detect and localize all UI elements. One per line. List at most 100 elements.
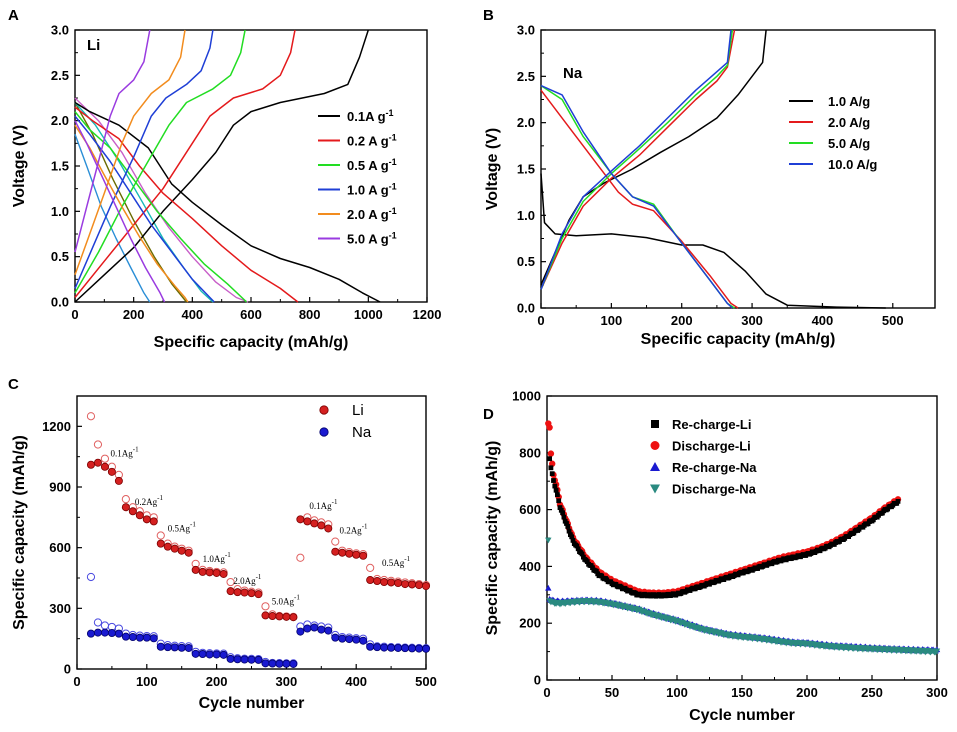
panel-D-points [545, 420, 941, 656]
li-charge-point [233, 588, 242, 597]
legend-marker [319, 427, 329, 437]
li-recharge-point [564, 521, 569, 526]
charge-curve-2 [74, 29, 246, 294]
li-charge-point [247, 589, 256, 598]
legend-marker [651, 420, 659, 428]
li-discharge-point [549, 460, 556, 467]
li-charge-point [184, 548, 193, 557]
li-charge-point [268, 612, 277, 621]
li-charge-point [212, 568, 221, 577]
y-axis-title: Specific capacity (mAh/g) [484, 441, 501, 636]
li-charge-point [366, 576, 375, 585]
na-charge-point [408, 644, 417, 653]
discharge-curve-5 [74, 120, 166, 303]
panel-B-title: Na [563, 65, 583, 82]
li-discharge-point [86, 412, 96, 421]
y-tick-label: 0.5 [517, 254, 535, 269]
li-recharge-point [556, 498, 562, 504]
legend-label: Na [352, 424, 372, 441]
na-charge-point [310, 623, 319, 632]
panel-A-legend: 0.1A g-10.2 A g-10.5 A g-11.0 A g-12.0 A… [318, 108, 397, 247]
na-charge-point [394, 643, 403, 652]
legend-label: 2.0 A g-1 [347, 206, 397, 222]
x-tick-label: 1000 [354, 307, 383, 322]
legend-label: 10.0 A/g [828, 157, 877, 172]
y-tick-label: 800 [519, 445, 541, 460]
na-charge-point [421, 644, 430, 653]
na-charge-point [170, 643, 179, 652]
li-charge-point [387, 578, 396, 587]
na-charge-point [219, 650, 228, 659]
li-charge-point [331, 547, 340, 556]
na-charge-point [149, 634, 158, 643]
legend-label-main: 1.0 A g [347, 183, 389, 198]
na-charge-point [191, 649, 200, 658]
plot-frame [76, 395, 427, 670]
na-charge-point [380, 643, 389, 652]
li-charge-point [86, 460, 95, 469]
li-charge-point [191, 565, 200, 574]
li-recharge-point [553, 487, 559, 493]
rate-label-sup: -1 [256, 573, 262, 581]
na-charge-point [128, 633, 137, 642]
x-tick-label: 200 [671, 313, 693, 328]
y-tick-label: 0.0 [517, 301, 535, 316]
panel-B-axes: 0 100 200 300 400 500 0.0 0.5 1.0 1.5 2.0 2.5 3.0 Spe… [484, 23, 936, 348]
na-charge-point [198, 650, 207, 659]
x-tick-label: 150 [731, 685, 753, 700]
x-tick-label: 500 [415, 674, 437, 689]
panel-letter-C: C [8, 376, 19, 393]
y-tick-label: 1.0 [517, 208, 535, 223]
na-recharge-point [545, 584, 552, 591]
na-charge-point [233, 655, 242, 664]
na-discharge-point [93, 618, 103, 627]
na-charge-point [212, 650, 221, 659]
li-charge-point [198, 567, 207, 576]
li-charge-point [156, 539, 165, 548]
rate-label-main: 0.5Ag [168, 523, 191, 533]
legend-marker [319, 405, 329, 415]
li-charge-point [282, 612, 291, 621]
li-discharge-point [296, 553, 305, 562]
li-discharge-point [93, 440, 103, 449]
na-charge-point [366, 642, 375, 651]
na-discharge-point [100, 621, 110, 630]
li-charge-point [100, 462, 109, 471]
na-charge-point [303, 624, 312, 633]
legend-label-main: 0.5 A g [347, 158, 389, 173]
y-tick-label: 2.0 [517, 115, 535, 130]
li-recharge-point [895, 498, 901, 504]
li-charge-point [324, 524, 333, 533]
x-tick-label: 100 [136, 674, 158, 689]
legend-label-sup: -1 [386, 108, 394, 118]
na-discharge-point [86, 572, 96, 582]
li-recharge-point [569, 534, 575, 540]
x-tick-label: 200 [206, 674, 228, 689]
na-charge-point [226, 654, 235, 663]
li-discharge-point [261, 602, 270, 611]
x-tick-label: 400 [181, 307, 203, 322]
y-tick-label: 0 [64, 662, 71, 677]
li-recharge-point [565, 524, 571, 529]
panel-C-axes: 0 100 200 300 400 500 0 300 600 900 1200 Cycle numb… [11, 395, 437, 712]
na-charge-point [352, 635, 361, 644]
li-recharge-point [566, 528, 572, 534]
x-tick-label: 500 [882, 313, 904, 328]
li-charge-point [261, 611, 270, 620]
na-charge-point [114, 629, 123, 638]
rate-label: 0.5Ag-1 [168, 520, 197, 533]
y-tick-label: 2.0 [51, 113, 69, 128]
li-charge-point [170, 544, 179, 553]
y-tick-label: 300 [49, 601, 71, 616]
discharge-curve-2 [74, 111, 248, 303]
y-axis-title: Voltage (V) [11, 125, 28, 207]
li-charge-point [415, 581, 424, 590]
na-charge-point [401, 644, 410, 653]
li-charge-point [373, 577, 382, 586]
y-tick-label: 1.0 [51, 204, 69, 219]
na-charge-point [268, 659, 277, 668]
rate-label-main: 2.0Ag [233, 576, 256, 586]
panel-letter-B: B [483, 7, 494, 24]
rate-label-sup: -1 [225, 551, 231, 559]
li-charge-point [135, 511, 144, 520]
